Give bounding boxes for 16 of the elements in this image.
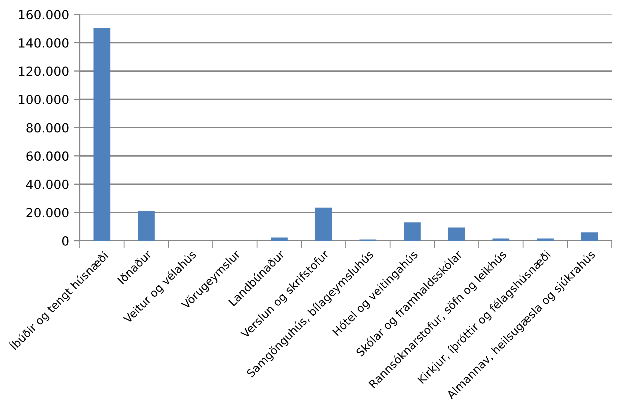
bar [404, 222, 421, 241]
bar [315, 208, 332, 241]
y-tick-label: 140.000 [19, 38, 69, 48]
y-tick-label: 40.000 [26, 180, 69, 190]
bar [138, 211, 155, 241]
y-tick-label: 0 [62, 236, 69, 246]
y-tick-label: 160.000 [19, 10, 69, 20]
bar [271, 238, 288, 241]
y-tick-label: 60.000 [26, 152, 69, 162]
y-tick-label: 100.000 [19, 95, 69, 104]
y-tick-label: 80.000 [26, 123, 69, 133]
y-tick-label: 120.000 [19, 66, 69, 76]
bar [448, 228, 466, 241]
bar [581, 232, 598, 241]
y-tick-label: 20.000 [26, 208, 69, 218]
bar [94, 28, 111, 241]
